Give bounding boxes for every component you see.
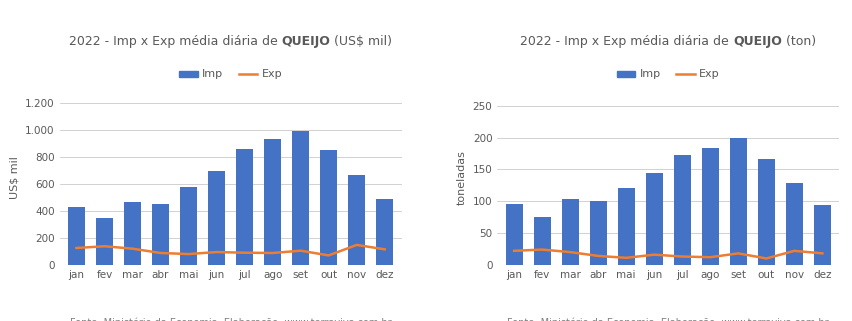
- Bar: [236, 149, 253, 265]
- Text: Fonte: Ministério da Economia  Elaboração: www.terraviva.com.br: Fonte: Ministério da Economia Elaboração…: [70, 317, 391, 321]
- Bar: [320, 150, 337, 265]
- Bar: [377, 199, 393, 265]
- Y-axis label: US$ mil: US$ mil: [9, 156, 20, 199]
- Text: QUEIJO: QUEIJO: [733, 35, 782, 48]
- Bar: [264, 139, 281, 265]
- Bar: [618, 188, 635, 265]
- Bar: [590, 201, 607, 265]
- Bar: [646, 173, 663, 265]
- Text: 2022 - Imp x Exp média diária de: 2022 - Imp x Exp média diária de: [69, 35, 281, 48]
- Bar: [153, 204, 169, 265]
- Bar: [814, 205, 831, 265]
- Bar: [292, 131, 309, 265]
- Text: (ton): (ton): [782, 35, 816, 48]
- Bar: [674, 155, 691, 265]
- Bar: [506, 204, 522, 265]
- Bar: [180, 187, 197, 265]
- Bar: [533, 217, 550, 265]
- Text: Fonte: Ministério da Economia  Elaboração: www.terraviva.com.br: Fonte: Ministério da Economia Elaboração…: [508, 317, 829, 321]
- Text: QUEIJO: QUEIJO: [281, 35, 331, 48]
- Text: Exp: Exp: [262, 69, 282, 79]
- Bar: [561, 199, 579, 265]
- Text: Imp: Imp: [640, 69, 661, 79]
- Bar: [124, 202, 141, 265]
- Bar: [68, 207, 85, 265]
- Text: Imp: Imp: [202, 69, 223, 79]
- Bar: [702, 148, 719, 265]
- Bar: [208, 171, 225, 265]
- Bar: [786, 183, 803, 265]
- Text: (US$ mil): (US$ mil): [331, 35, 393, 48]
- Text: 2022 - Imp x Exp média diária de: 2022 - Imp x Exp média diária de: [521, 35, 733, 48]
- Bar: [96, 218, 112, 265]
- Bar: [730, 138, 746, 265]
- Bar: [758, 159, 774, 265]
- Y-axis label: toneladas: toneladas: [458, 150, 467, 205]
- Text: Exp: Exp: [699, 69, 720, 79]
- Bar: [348, 175, 366, 265]
